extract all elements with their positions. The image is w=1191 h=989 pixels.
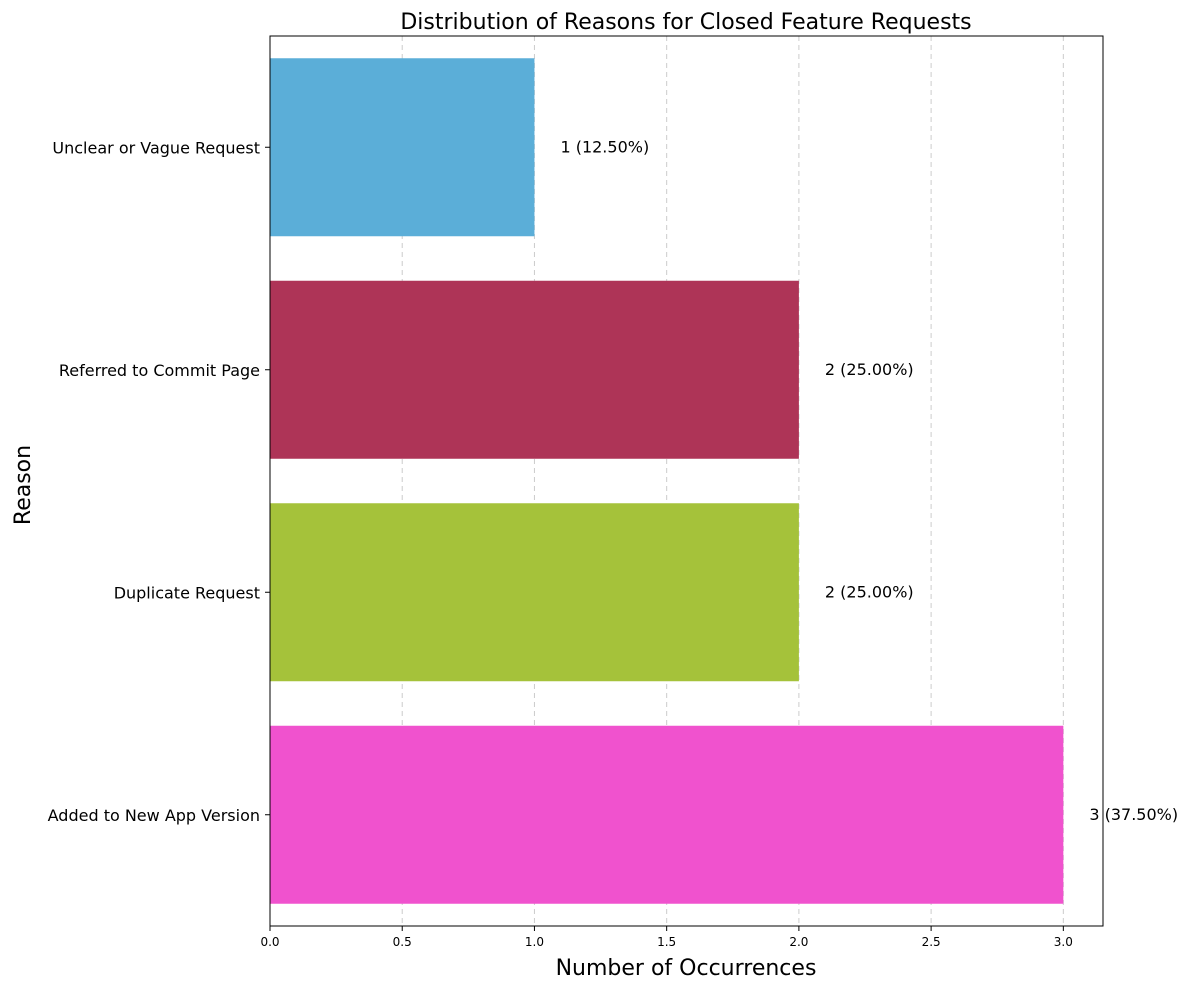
- data-label: 1 (12.50%): [560, 137, 649, 156]
- x-axis-ticks: 0.0 0.5 1.0 1.5 2.0 2.5 3.0: [260, 926, 1073, 949]
- y-axis-label: Reason: [11, 445, 36, 525]
- data-label: 3 (37.50%): [1089, 805, 1178, 824]
- x-tick-label: 3.0: [1054, 935, 1073, 949]
- bar: [270, 58, 535, 237]
- x-tick-label: 2.0: [789, 935, 808, 949]
- x-tick-label: 2.5: [922, 935, 941, 949]
- x-tick-label: 1.0: [525, 935, 544, 949]
- x-tick-label: 0.0: [260, 935, 279, 949]
- bar: [270, 725, 1064, 904]
- x-tick-label: 0.5: [393, 935, 412, 949]
- data-label: 2 (25.00%): [825, 360, 914, 379]
- y-tick-label: Duplicate Request: [114, 583, 260, 602]
- data-labels: 3 (37.50%) 2 (25.00%) 2 (25.00%) 1 (12.50%): [560, 137, 1178, 824]
- y-axis-ticks: Added to New App Version Duplicate Reques…: [48, 138, 270, 825]
- x-axis-label: Number of Occurrences: [556, 956, 817, 981]
- data-label: 2 (25.00%): [825, 582, 914, 601]
- y-tick-label: Referred to Commit Page: [59, 361, 260, 380]
- x-tick-label: 1.5: [657, 935, 676, 949]
- y-tick-label: Added to New App Version: [48, 806, 260, 825]
- y-tick-label: Unclear or Vague Request: [52, 138, 260, 157]
- bar: [270, 503, 799, 682]
- plot-frame: [269, 35, 1104, 927]
- chart-title: Distribution of Reasons for Closed Featu…: [400, 10, 971, 35]
- bar: [270, 280, 799, 459]
- bars: [270, 58, 1064, 904]
